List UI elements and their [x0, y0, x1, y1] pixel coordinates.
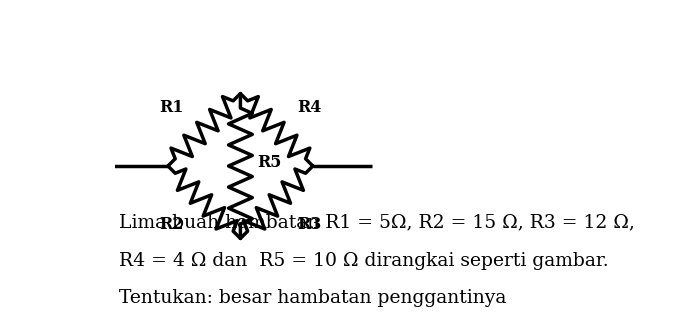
Text: R4 = 4 Ω dan  R5 = 10 Ω dirangkai seperti gambar.: R4 = 4 Ω dan R5 = 10 Ω dirangkai seperti… [119, 252, 608, 270]
Text: Lima buah hambatan R1 = 5Ω, R2 = 15 Ω, R3 = 12 Ω,: Lima buah hambatan R1 = 5Ω, R2 = 15 Ω, R… [119, 214, 634, 232]
Text: R3: R3 [297, 216, 321, 233]
Text: R2: R2 [160, 216, 184, 233]
Text: Tentukan: besar hambatan penggantinya: Tentukan: besar hambatan penggantinya [119, 290, 506, 307]
Text: R5: R5 [257, 154, 282, 171]
Text: R4: R4 [297, 99, 321, 116]
Text: R1: R1 [160, 99, 184, 116]
